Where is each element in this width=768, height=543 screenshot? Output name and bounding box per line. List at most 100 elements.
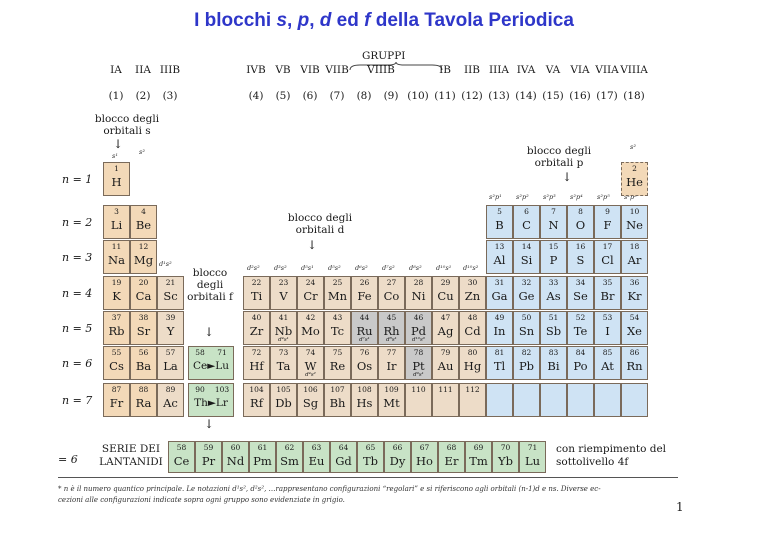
element-cell: 104 Rf [243,383,270,417]
element-cell: 76 Os [351,346,378,380]
element-symbol: Ra [135,396,152,410]
electron-config-exception: d⁴s¹ [278,337,289,343]
element-symbol: Gd [335,454,352,468]
element-symbol: Se [573,289,588,303]
lanthanide-cell: 71 Lu [519,441,546,473]
element-symbol: Cd [464,324,481,338]
lanthanide-cell: 69 Tm [465,441,492,473]
atomic-number: 24 [305,278,316,287]
element-symbol: C [522,218,531,232]
electron-config-exception: d⁸s¹ [386,337,397,343]
element-symbol: N [548,218,559,232]
element-symbol: Mn [327,289,348,303]
element-symbol: Co [383,289,400,303]
element-cell: 77 Ir [378,346,405,380]
atomic-number: 20 [138,278,149,287]
atomic-number: 26 [359,278,370,287]
element-symbol: Te [573,324,588,338]
element-symbol: Ac [163,396,178,410]
element-cell: 14 Si [513,240,540,274]
config-header: d³s² [274,264,287,272]
element-symbol: Tc [330,324,345,338]
group-number: (15) [542,90,564,102]
atomic-number: 82 [521,348,532,357]
element-cell [486,383,513,417]
element-symbol: Rf [250,396,263,410]
atomic-number: 72 [251,348,262,357]
element-symbol: Er [444,454,459,468]
element-symbol: Nb [274,324,293,338]
group-number: (10) [407,90,429,102]
atomic-number: 51 [548,313,559,322]
atomic-number: 66 [392,443,403,452]
element-cell: 35 Br [594,276,621,310]
gruppi-brace [349,62,443,71]
element-cell: 57 La [157,346,184,380]
atomic-number: 29 [440,278,451,287]
atomic-number: 88 [138,385,149,394]
element-cell: 19 K [103,276,130,310]
atomic-number: 61 [257,443,268,452]
atomic-number: 15 [548,242,559,251]
element-cell: 85 At [594,346,621,380]
atomic-number: 14 [521,242,532,251]
element-cell: 41 Nb d⁴s¹ [270,311,297,345]
element-cell: 88 Ra [130,383,157,417]
atomic-number: 83 [548,348,559,357]
atomic-number: 78 [413,348,424,357]
block-p-label: blocco degli orbitali p [526,145,592,169]
element-symbol: Cr [303,289,318,303]
element-cell: 34 Se [567,276,594,310]
atomic-number: 7 [551,207,556,216]
element-symbol: Sb [545,324,562,338]
element-symbol: H [111,175,122,189]
element-cell: 21 Sc [157,276,184,310]
atomic-number: 11 [111,242,122,251]
group-number: (13) [488,90,510,102]
divider [58,477,678,478]
element-cell: 46 Pd d¹⁰s⁰ [405,311,432,345]
atomic-number: 48 [467,313,478,322]
element-symbol: Pm [253,454,272,468]
element-symbol: Br [600,289,615,303]
atomic-number: 81 [494,348,505,357]
element-cell: 44 Ru d⁷s¹ [351,311,378,345]
lanthanide-series-label: SERIE DEI LANTANIDI [99,443,163,468]
element-cell: 112 [459,383,486,417]
atomic-number: 53 [602,313,613,322]
element-symbol: I [605,324,610,338]
period-label: n = 4 [62,287,93,300]
group-number: (14) [515,90,537,102]
group-label: VIA [570,64,590,76]
element-symbol: Sn [518,324,535,338]
element-cell: 16 S [567,240,594,274]
atomic-number: 70 [500,443,511,452]
atomic-number: 63 [311,443,322,452]
element-symbol: Xe [627,324,642,338]
element-symbol: Eu [308,454,325,468]
element-symbol: Ba [135,359,152,373]
group-label: VIIIA [620,64,648,76]
element-symbol: S [576,253,585,267]
element-cell: 107 Bh [324,383,351,417]
atomic-number: 109 [384,385,399,394]
atomic-number: 60 [230,443,241,452]
lanthanide-cell: 58 Ce [168,441,195,473]
element-symbol: Hf [249,359,264,373]
atomic-number: 65 [365,443,376,452]
element-symbol: Ar [627,253,642,267]
element-cell: 26 Fe [351,276,378,310]
element-symbol: Be [135,218,152,232]
period-label: n = 6 [62,357,93,370]
config-header: d⁷s² [382,264,395,272]
atomic-number: 23 [278,278,289,287]
config-header: d¹s² [159,260,172,268]
element-symbol: Rb [108,324,125,338]
group-label: IVB [246,64,266,76]
element-cell: 2 He [621,162,648,196]
lanthanide-cell: 68 Er [438,441,465,473]
atomic-number: 68 [446,443,457,452]
